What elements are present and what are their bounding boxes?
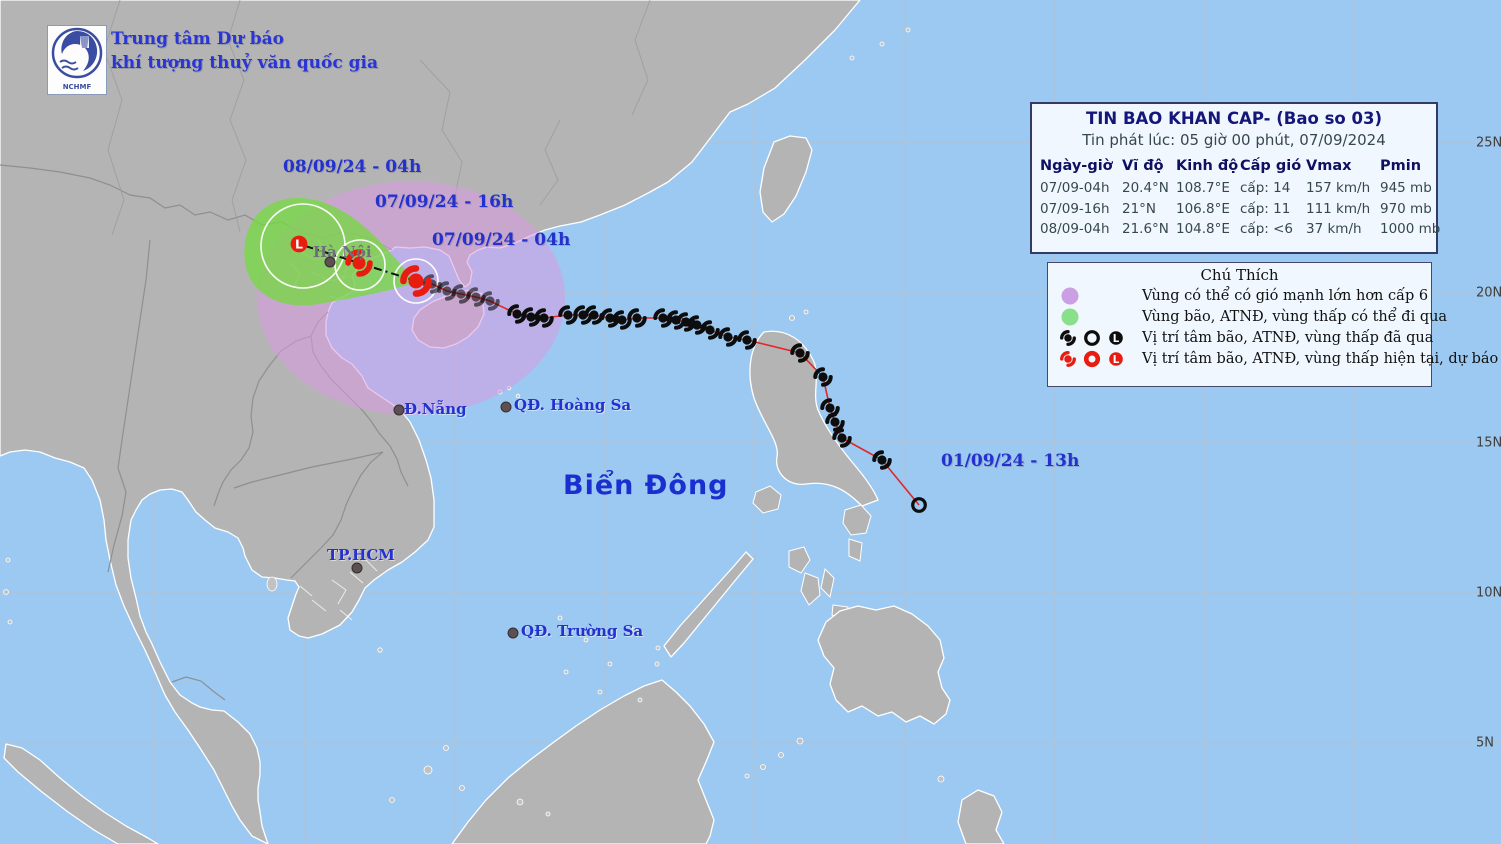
taiwan-island [759, 135, 813, 223]
city-dot [500, 401, 512, 413]
nchmf-emblem-icon [51, 27, 103, 79]
org-title-line1: Trung tâm Dự báo [111, 29, 284, 49]
legend-item-label: Vị trí tâm bão, ATNĐ, vùng thấp đã qua [1142, 329, 1434, 346]
legend-panel: Chú Thích Vùng có thể có gió mạnh lớn hơ… [1047, 262, 1498, 387]
city-dot [351, 562, 363, 574]
table-cell: 07/09-04h [1040, 180, 1110, 196]
mindoro-island [752, 485, 782, 514]
sea-name-label: Biển Đông [563, 470, 729, 501]
legend-item-label: Vùng bão, ATNĐ, vùng thấp có thể đi qua [1142, 308, 1448, 325]
leyte-island [848, 538, 863, 562]
typhoon-icon [1060, 329, 1076, 346]
table-cell: 07/09-16h [1040, 200, 1110, 217]
legend-symbol [1060, 349, 1123, 369]
mindanao-island [817, 605, 951, 725]
table-cell: 945 mb [1380, 180, 1432, 196]
bulletin-issued-time: Tin phát lúc: 05 giờ 00 phút, 07/09/2024 [1082, 131, 1386, 149]
org-title: Trung tâm Dự báo khí tượng thuỷ văn quốc… [111, 27, 378, 75]
legend-item: Vùng có thể có gió mạnh lớn hơn cấp 6 [1054, 285, 1429, 306]
place-label: QĐ. Hoàng Sa [514, 396, 632, 414]
circle-marker-icon [1084, 329, 1100, 346]
green-area-icon [1061, 308, 1079, 325]
track-date-label: 07/09/24 - 16h [375, 192, 514, 212]
purple-area-icon [1061, 287, 1079, 304]
typhoon-icon [1060, 350, 1076, 367]
wind-radius-circle [393, 258, 439, 304]
track-date-label: 07/09/24 - 04h [432, 230, 571, 250]
table-header-cell: Pmin [1380, 158, 1422, 174]
place-label: TP.HCM [327, 546, 395, 564]
low-pressure-icon [1109, 351, 1123, 366]
small-islands [3, 27, 945, 817]
nchmf-abbr: NCHMF [62, 83, 92, 91]
table-cell: cấp: <6 [1240, 221, 1294, 237]
table-cell: 37 km/h [1306, 221, 1362, 237]
table-cell: 108.7°E [1176, 180, 1230, 196]
place-label: Đ.Nẵng [404, 400, 467, 418]
table-cell: 21.6°N [1122, 221, 1169, 237]
table-header-cell: Kinh độ [1176, 158, 1239, 174]
city-dot [507, 627, 519, 639]
table-cell: cấp: 14 [1240, 180, 1291, 196]
table-cell: 157 km/h [1306, 180, 1371, 196]
table-cell: cấp: 11 [1240, 200, 1291, 217]
legend-symbol [1061, 308, 1079, 325]
forecast-position-marker [290, 235, 308, 253]
table-header-cell: Vĩ độ [1122, 158, 1164, 174]
track-date-label: 08/09/24 - 04h [283, 157, 422, 177]
legend-symbol [1061, 287, 1079, 304]
table-cell: 1000 mb [1380, 221, 1441, 237]
legend-item-label: Vị trí tâm bão, ATNĐ, vùng thấp hiện tại… [1142, 350, 1499, 367]
table-cell: 970 mb [1380, 200, 1432, 217]
forecast-table: Ngày-giờ Vĩ độ Kinh độ Cấp gió Vmax Pmin 07/09… [1040, 154, 1440, 240]
wind-radius-circle [334, 239, 386, 291]
table-cell: 08/09-04h [1040, 221, 1110, 237]
halmahera-island [957, 789, 1005, 844]
samar-island [842, 504, 872, 536]
table-cell: 20.4°N [1122, 180, 1169, 196]
city-dot [393, 404, 405, 416]
table-cell: 104.8°E [1176, 221, 1230, 237]
legend-rows: Vùng có thể có gió mạnh lớn hơn cấp 6 Vùn… [1054, 285, 1498, 369]
table-header-cell: Cấp gió [1240, 158, 1302, 174]
negros-island [800, 572, 821, 606]
bulletin-title: TIN BAO KHAN CAP- (Bao so 03) [1086, 109, 1382, 128]
latitude-label: 15N [1476, 435, 1501, 451]
legend-item-label: Vùng có thể có gió mạnh lớn hơn cấp 6 [1142, 287, 1429, 304]
nchmf-logo: NCHMF [47, 25, 107, 95]
org-title-line2: khí tượng thuỷ văn quốc gia [111, 53, 378, 73]
wind-radius-circle [260, 203, 346, 289]
table-cell: 111 km/h [1306, 200, 1371, 217]
table-header-cell: Vmax [1306, 158, 1352, 174]
table-cell: 21°N [1122, 200, 1157, 217]
latitude-label: 5N [1476, 735, 1494, 751]
sumatra-island [3, 743, 159, 844]
latitude-label: 10N [1476, 585, 1501, 601]
place-label: QĐ. Trường Sa [521, 622, 644, 640]
track-date-label: 01/09/24 - 13h [941, 451, 1080, 471]
bulletin-panel: TIN BAO KHAN CAP- (Bao so 03) Tin phát l… [1030, 102, 1440, 254]
palawan-island [663, 551, 754, 658]
table-cell: 106.8°E [1176, 200, 1230, 217]
panay-island [788, 546, 811, 574]
circle-marker-icon [1086, 353, 1098, 365]
city-dot [324, 256, 336, 268]
legend-item: Vị trí tâm bão, ATNĐ, vùng thấp hiện tại… [1054, 348, 1498, 369]
legend-title: Chú Thích [1200, 266, 1279, 284]
latitude-label: 20N [1476, 285, 1501, 301]
storm-track [260, 203, 927, 513]
legend-item: Vị trí tâm bão, ATNĐ, vùng thấp đã qua [1054, 327, 1433, 348]
latitude-label: 25N [1476, 135, 1501, 151]
track-cone-green [244, 197, 416, 306]
low-pressure-icon [1109, 330, 1123, 345]
legend-symbol [1060, 329, 1123, 346]
table-header-cell: Ngày-giờ [1040, 158, 1113, 174]
legend-item: Vùng bão, ATNĐ, vùng thấp có thể đi qua [1054, 306, 1447, 327]
place-label: Hà Nội [313, 243, 372, 261]
cebu-island [820, 567, 835, 599]
